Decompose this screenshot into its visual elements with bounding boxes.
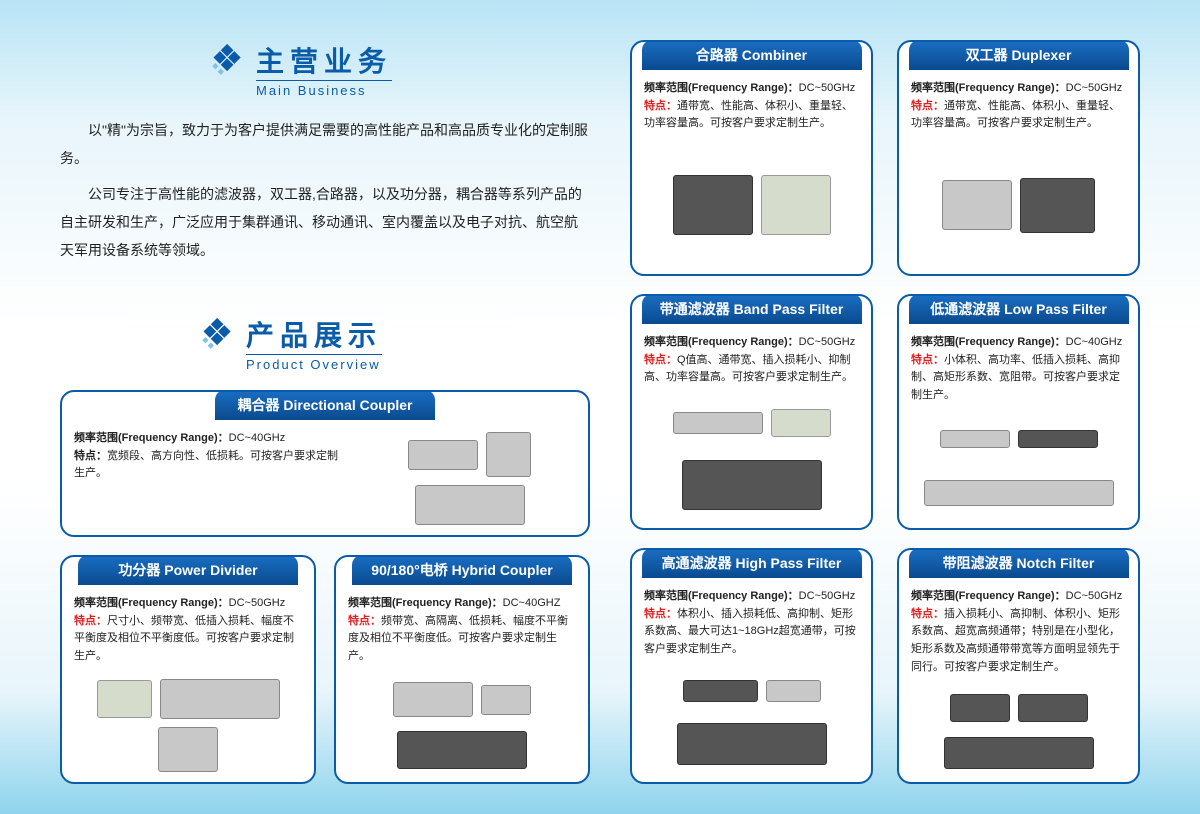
product-image	[899, 684, 1138, 782]
card-body: 频率范围(Frequency Range)：DC~40GHz 特点：宽频段、高方…	[62, 420, 351, 491]
card-body: 频率范围(Frequency Range)：DC~50GHz 特点：尺寸小、频带…	[62, 585, 314, 673]
card-body: 频率范围(Frequency Range)：DC~50GHz 特点：插入损耗小、…	[899, 578, 1138, 684]
card-title: 低通滤波器 Low Pass Filter	[909, 294, 1129, 324]
card-title: 带通滤波器 Band Pass Filter	[642, 294, 862, 324]
card-title: 功分器 Power Divider	[78, 555, 298, 585]
product-image	[632, 667, 871, 783]
product-overview-header: 产品展示 Product Overview	[200, 314, 590, 372]
diamond-icon	[210, 44, 246, 80]
product-image	[632, 395, 871, 528]
product-overview-title-zh: 产品展示	[246, 314, 382, 354]
card-body: 频率范围(Frequency Range)：DC~50GHz 特点：体积小、插入…	[632, 578, 871, 666]
main-business-title-zh: 主营业务	[256, 40, 392, 80]
product-image	[351, 420, 588, 535]
card-combiner: 合路器 Combiner 频率范围(Frequency Range)：DC~50…	[630, 40, 873, 276]
card-body: 频率范围(Frequency Range)：DC~50GHz 特点：通带宽、性能…	[899, 70, 1138, 141]
product-image	[899, 141, 1138, 274]
card-body: 频率范围(Frequency Range)：DC~40GHZ 特点：频带宽、高隔…	[336, 585, 588, 673]
main-business-header: 主营业务 Main Business	[210, 40, 590, 98]
card-hybrid: 90/180°电桥 Hybrid Coupler 频率范围(Frequency …	[334, 555, 590, 784]
product-image	[336, 673, 588, 782]
card-title: 90/180°电桥 Hybrid Coupler	[352, 555, 572, 585]
card-coupler: 耦合器 Directional Coupler 频率范围(Frequency R…	[60, 390, 590, 537]
product-image	[632, 141, 871, 274]
card-title: 带阻滤波器 Notch Filter	[909, 548, 1129, 578]
intro-paragraph-2: 公司专注于高性能的滤波器，双工器,合路器，以及功分器，耦合器等系列产品的自主研发…	[60, 180, 590, 264]
card-bandpass: 带通滤波器 Band Pass Filter 频率范围(Frequency Ra…	[630, 294, 873, 530]
card-body: 频率范围(Frequency Range)：DC~50GHz 特点：通带宽、性能…	[632, 70, 871, 141]
card-body: 频率范围(Frequency Range)：DC~50GHz 特点：Q值高、通带…	[632, 324, 871, 395]
diamond-icon	[200, 318, 236, 354]
card-title: 双工器 Duplexer	[909, 40, 1129, 70]
card-body: 频率范围(Frequency Range)：DC~40GHz 特点：小体积、高功…	[899, 324, 1138, 412]
card-title: 高通滤波器 High Pass Filter	[642, 548, 862, 578]
card-highpass: 高通滤波器 High Pass Filter 频率范围(Frequency Ra…	[630, 548, 873, 784]
card-duplexer: 双工器 Duplexer 频率范围(Frequency Range)：DC~50…	[897, 40, 1140, 276]
card-title: 耦合器 Directional Coupler	[215, 390, 435, 420]
product-image	[62, 673, 314, 782]
product-overview-title-en: Product Overview	[246, 354, 382, 372]
card-title: 合路器 Combiner	[642, 40, 862, 70]
card-lowpass: 低通滤波器 Low Pass Filter 频率范围(Frequency Ran…	[897, 294, 1140, 530]
card-notch: 带阻滤波器 Notch Filter 频率范围(Frequency Range)…	[897, 548, 1140, 784]
intro-paragraph-1: 以"精"为宗旨，致力于为客户提供满足需要的高性能产品和高品质专业化的定制服务。	[60, 116, 590, 172]
product-image	[899, 413, 1138, 529]
card-divider: 功分器 Power Divider 频率范围(Frequency Range)：…	[60, 555, 316, 784]
main-business-title-en: Main Business	[256, 80, 392, 98]
